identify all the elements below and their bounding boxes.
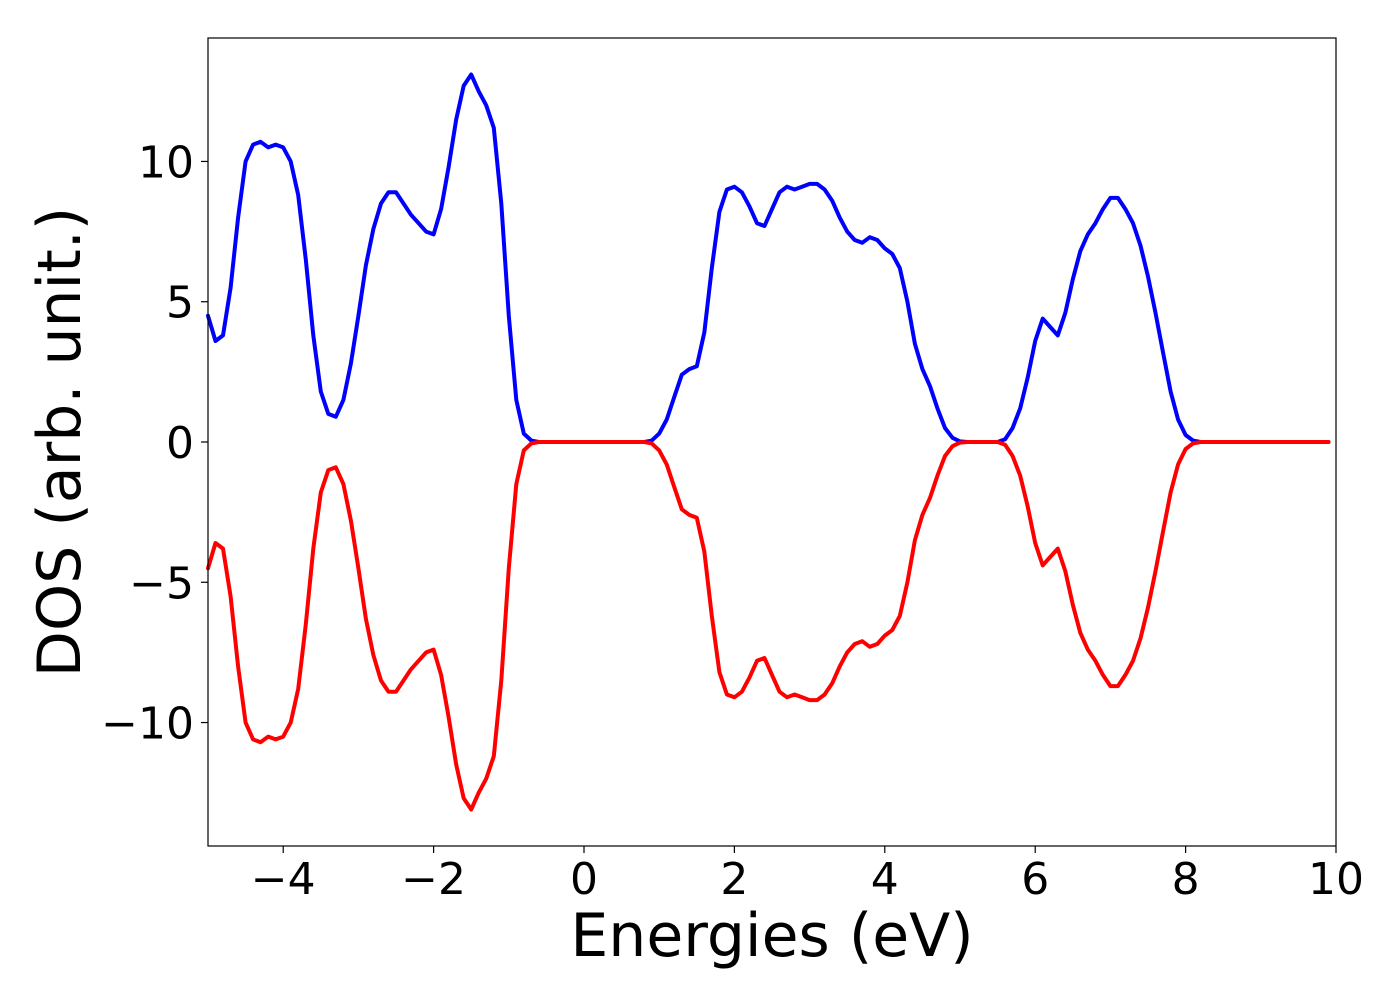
- x-axis-title: Energies (eV): [570, 901, 973, 971]
- x-tick-label: 0: [570, 854, 598, 905]
- series-line-1: [206, 72, 1331, 444]
- x-tick-label: 8: [1172, 854, 1200, 905]
- series-layer: [206, 72, 1331, 812]
- x-tick-label: 6: [1021, 854, 1049, 905]
- y-tick-label: 5: [166, 278, 194, 329]
- y-axis-title: DOS (arb. unit.): [25, 207, 95, 677]
- x-tick-label: 2: [720, 854, 748, 905]
- x-tick-label: −2: [401, 854, 466, 905]
- x-tick-label: −4: [251, 854, 316, 905]
- series-line-2: [206, 440, 1331, 812]
- y-tick-label: 0: [166, 418, 194, 469]
- y-axis-ticks: −10 −5 0 5 10: [101, 137, 208, 750]
- x-tick-label: 10: [1308, 854, 1364, 905]
- y-tick-label: −5: [129, 558, 194, 609]
- x-tick-label: 4: [871, 854, 899, 905]
- y-tick-label: 10: [138, 137, 194, 188]
- x-axis-ticks: −4 −2 0 2 4 6 8 10: [251, 846, 1364, 905]
- y-tick-label: −10: [101, 699, 194, 750]
